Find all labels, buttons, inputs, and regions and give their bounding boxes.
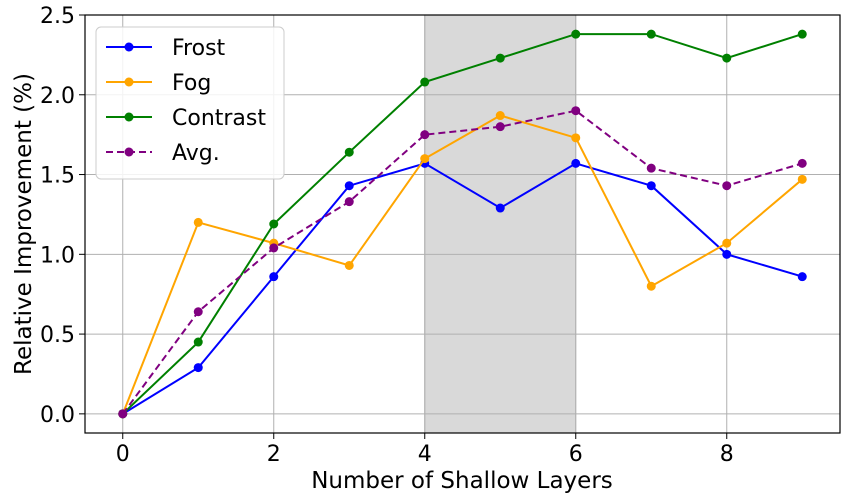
data-point-contrast bbox=[722, 53, 732, 63]
series-line-frost bbox=[122, 162, 803, 415]
data-point-fog bbox=[495, 111, 505, 121]
data-point-avg bbox=[797, 158, 807, 168]
y-tick-label: 2.5 bbox=[40, 4, 75, 29]
series-line-fog bbox=[121, 114, 803, 415]
data-point-frost bbox=[797, 272, 807, 282]
y-tick-label: 1.5 bbox=[40, 164, 75, 189]
series-avg bbox=[118, 106, 807, 419]
x-tick-label: 4 bbox=[418, 442, 432, 467]
data-point-fog bbox=[571, 133, 581, 143]
data-point-fog bbox=[797, 174, 807, 184]
data-point-avg bbox=[118, 409, 128, 419]
data-point-avg bbox=[722, 181, 732, 191]
x-axis-title: Number of Shallow Layers bbox=[311, 468, 613, 494]
data-point-frost bbox=[495, 203, 505, 213]
y-axis-title: Relative Improvement (%) bbox=[11, 73, 37, 375]
data-point-contrast bbox=[344, 147, 354, 157]
legend-marker-avg bbox=[124, 147, 134, 157]
y-tick-label: 0.5 bbox=[40, 323, 75, 348]
legend-label-avg: Avg. bbox=[172, 141, 220, 166]
legend-marker-frost bbox=[124, 42, 134, 52]
data-point-avg bbox=[269, 243, 279, 253]
x-tick-label: 0 bbox=[116, 442, 130, 467]
data-point-contrast bbox=[571, 29, 581, 39]
legend-label-contrast: Contrast bbox=[172, 106, 266, 131]
legend-label-frost: Frost bbox=[172, 36, 226, 61]
data-point-fog bbox=[420, 154, 430, 164]
legend-marker-fog bbox=[124, 77, 134, 87]
series-contrast bbox=[118, 29, 807, 419]
series-line-contrast bbox=[122, 33, 803, 415]
data-point-fog bbox=[193, 217, 203, 227]
data-point-frost bbox=[193, 363, 203, 373]
legend-marker-contrast bbox=[124, 112, 134, 122]
data-point-frost bbox=[722, 249, 732, 259]
data-point-fog bbox=[344, 260, 354, 270]
data-point-avg bbox=[420, 130, 430, 140]
data-point-fog bbox=[722, 238, 732, 248]
y-tick-label: 2.0 bbox=[40, 84, 75, 109]
data-point-frost bbox=[571, 158, 581, 168]
legend-label-fog: Fog bbox=[172, 71, 211, 96]
x-tick-label: 2 bbox=[267, 442, 281, 467]
data-point-contrast bbox=[797, 29, 807, 39]
plot-frame bbox=[84, 14, 841, 434]
data-point-avg bbox=[344, 197, 354, 207]
series-line-avg bbox=[121, 109, 803, 415]
highlight-span bbox=[424, 14, 577, 434]
data-point-frost bbox=[344, 181, 354, 191]
legend: Frost Fog Contrast Avg. bbox=[95, 26, 285, 180]
data-point-contrast bbox=[420, 77, 430, 87]
data-point-contrast bbox=[269, 219, 279, 229]
data-point-avg bbox=[495, 122, 505, 132]
data-point-frost bbox=[269, 272, 279, 282]
x-tick-label: 8 bbox=[720, 442, 734, 467]
y-tick-label: 1.0 bbox=[40, 243, 75, 268]
y-tick-label: 0.0 bbox=[40, 403, 75, 428]
data-point-avg bbox=[193, 307, 203, 317]
x-tick-label: 6 bbox=[569, 442, 583, 467]
data-point-avg bbox=[646, 163, 656, 173]
legend-box bbox=[95, 26, 285, 180]
data-point-contrast bbox=[193, 337, 203, 347]
data-point-contrast bbox=[495, 53, 505, 63]
data-point-frost bbox=[646, 181, 656, 191]
data-point-fog bbox=[646, 281, 656, 291]
data-point-avg bbox=[571, 106, 581, 116]
data-point-contrast bbox=[646, 29, 656, 39]
